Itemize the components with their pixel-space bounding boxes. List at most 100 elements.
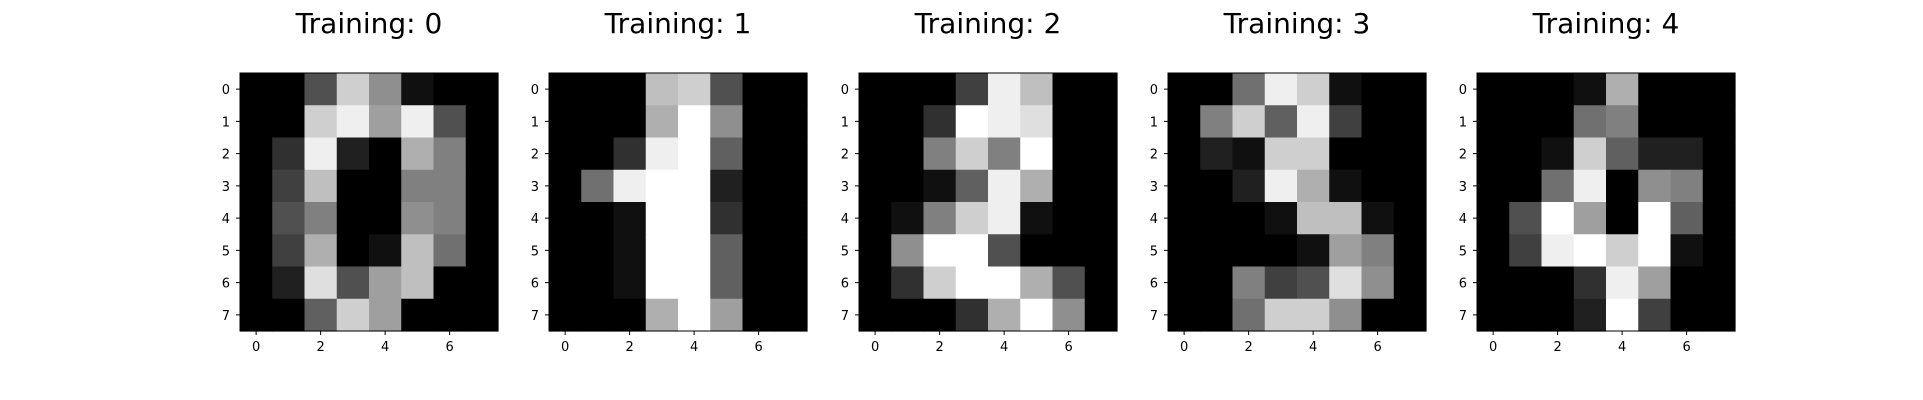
pixel-cell: [1477, 137, 1510, 171]
x-tick-label: 4: [1000, 340, 1008, 355]
pixel-cell: [1541, 202, 1575, 235]
pixel-cell: [1020, 202, 1054, 235]
pixel-cell: [369, 137, 402, 171]
pixel-cell: [1573, 73, 1607, 106]
digit-panel-4: Training: 4 0 1 2 3 4 5 6 7 0 2 4 6: [1459, 7, 1736, 355]
pixel-cell: [891, 234, 925, 268]
y-tick-label: 3: [222, 180, 230, 195]
pixel-cell: [923, 298, 957, 332]
pixel-cell: [710, 137, 744, 171]
pixel-cell: [891, 137, 925, 171]
pixel-cell: [1264, 73, 1298, 106]
pixel-cell: [401, 202, 435, 235]
pixel-cell: [549, 234, 582, 268]
pixel-cell: [1084, 202, 1118, 235]
y-tick-label: 5: [1150, 244, 1158, 259]
pixel-cell: [1168, 169, 1201, 203]
pixel-cell: [1702, 105, 1736, 139]
pixel-cell: [613, 266, 647, 300]
pixel-cell: [613, 202, 647, 235]
pixel-cell: [955, 73, 989, 106]
pixel-cell: [1264, 266, 1298, 300]
digit-panel-3: Training: 3 0 1 2 3 4 5 6 7 0 2 4 6: [1150, 7, 1427, 355]
pixel-cell: [1200, 298, 1234, 332]
x-tick-label: 0: [1180, 340, 1188, 355]
pixel-cell: [1638, 234, 1672, 268]
pixel-cell: [549, 105, 582, 139]
pixel-cell: [923, 105, 957, 139]
pixel-cell: [1509, 202, 1543, 235]
pixel-cell: [1573, 266, 1607, 300]
x-tick-label: 4: [1309, 340, 1317, 355]
pixel-cell: [1606, 298, 1639, 332]
axes-frame: [1476, 72, 1736, 332]
y-tick-label: 4: [222, 212, 230, 227]
pixel-cell: [1702, 169, 1736, 203]
pixel-cell: [1200, 73, 1234, 106]
pixel-cell: [988, 73, 1021, 106]
pixel-cell: [710, 266, 744, 300]
pixel-cell: [678, 298, 711, 332]
pixel-cell: [1264, 298, 1298, 332]
pixel-cell: [859, 266, 892, 300]
pixel-cell: [369, 202, 402, 235]
pixel-cell: [988, 105, 1021, 139]
pixel-cell: [1052, 73, 1086, 106]
pixel-cell: [742, 202, 776, 235]
x-tick-label: 2: [935, 340, 943, 355]
pixel-cell: [1168, 73, 1201, 106]
pixel-cell: [1638, 105, 1672, 139]
pixel-cell: [1297, 234, 1330, 268]
x-tick-label: 0: [1489, 340, 1497, 355]
pixel-cell: [401, 105, 435, 139]
pixel-cell: [433, 169, 467, 203]
pixel-cell: [304, 298, 338, 332]
y-tick-label: 7: [1459, 309, 1467, 324]
pixel-cell: [465, 298, 499, 332]
y-tick-label: 1: [1150, 115, 1158, 130]
pixel-cell: [1606, 169, 1639, 203]
pixel-cell: [1702, 202, 1736, 235]
x-tick-label: 6: [1064, 340, 1072, 355]
pixel-cell: [1670, 202, 1704, 235]
pixel-cell: [240, 234, 273, 268]
pixel-cell: [1168, 234, 1201, 268]
pixel-cell: [369, 169, 402, 203]
pixel-cell: [645, 298, 679, 332]
panel-title: Training: 1: [604, 7, 752, 40]
pixel-cell: [433, 105, 467, 139]
pixel-cell: [272, 298, 306, 332]
pixel-cell: [955, 105, 989, 139]
y-tick-label: 0: [841, 83, 849, 98]
pixel-cell: [613, 234, 647, 268]
panel-title: Training: 3: [1223, 7, 1371, 40]
pixel-cell: [304, 169, 338, 203]
pixel-cell: [1509, 266, 1543, 300]
pixel-cell: [304, 266, 338, 300]
y-tick-label: 5: [841, 244, 849, 259]
panel-title: Training: 0: [295, 7, 443, 40]
pixel-cell: [1084, 266, 1118, 300]
pixel-cell: [1020, 298, 1054, 332]
pixel-cell: [955, 234, 989, 268]
pixel-cell: [1702, 298, 1736, 332]
pixel-cell: [304, 73, 338, 106]
pixel-cell: [1541, 266, 1575, 300]
pixel-cell: [1573, 298, 1607, 332]
pixel-cell: [401, 169, 435, 203]
pixel-cell: [613, 298, 647, 332]
pixel-cell: [859, 169, 892, 203]
pixel-cell: [1020, 266, 1054, 300]
pixel-cell: [1297, 202, 1330, 235]
pixel-cell: [433, 73, 467, 106]
pixel-cell: [1297, 266, 1330, 300]
panel-title: Training: 2: [914, 7, 1062, 40]
pixel-cell: [1393, 137, 1427, 171]
pixel-cell: [272, 234, 306, 268]
y-tick-label: 1: [222, 115, 230, 130]
pixel-cell: [955, 202, 989, 235]
pixel-cell: [955, 137, 989, 171]
pixel-cell: [549, 266, 582, 300]
pixel-cell: [1232, 266, 1266, 300]
pixel-cell: [369, 266, 402, 300]
